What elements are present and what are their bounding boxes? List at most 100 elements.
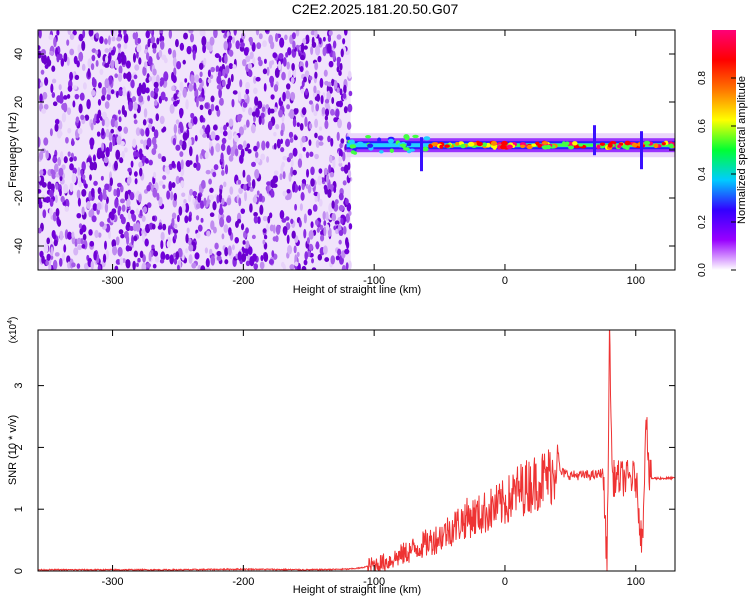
- noise-speck: [312, 204, 318, 212]
- noise-speck: [308, 123, 313, 130]
- noise-speck: [65, 136, 69, 144]
- noise-speck: [60, 58, 65, 67]
- noise-speck: [133, 235, 138, 242]
- noise-speck: [272, 224, 276, 234]
- noise-speck: [221, 169, 225, 176]
- noise-speck: [311, 267, 317, 270]
- noise-speck: [222, 130, 228, 137]
- noise-speck: [237, 251, 242, 262]
- noise-speck: [90, 122, 94, 131]
- noise-speck: [199, 200, 205, 209]
- noise-speck: [259, 204, 264, 216]
- noise-speck: [56, 128, 62, 139]
- noise-speck: [279, 37, 285, 48]
- x-tick-label: 0: [502, 275, 508, 287]
- noise-speck: [99, 68, 104, 76]
- noise-speck: [95, 32, 100, 39]
- noise-speck: [89, 240, 95, 247]
- noise-speck: [129, 192, 135, 201]
- noise-speck: [119, 213, 124, 220]
- noise-speck: [72, 100, 76, 108]
- noise-speck: [190, 112, 195, 119]
- noise-speck: [308, 75, 313, 81]
- noise-speck: [259, 261, 265, 270]
- noise-speck: [123, 147, 128, 153]
- noise-speck: [338, 149, 343, 158]
- noise-speck: [248, 69, 253, 78]
- noise-speck: [50, 83, 54, 94]
- noise-speck: [43, 137, 49, 146]
- signal-blob: [423, 136, 431, 141]
- spectrogram-x-ticks: -300 -200 -100 0 100: [102, 30, 645, 287]
- noise-speck: [136, 262, 139, 268]
- noise-speck: [315, 139, 320, 149]
- noise-speck: [201, 35, 207, 47]
- noise-speck: [117, 52, 122, 62]
- noise-speck: [329, 171, 335, 178]
- noise-speck: [138, 95, 144, 103]
- noise-speck: [199, 71, 203, 78]
- noise-speck: [328, 60, 334, 68]
- noise-speck: [129, 226, 134, 231]
- noise-speck: [253, 115, 256, 123]
- noise-speck: [67, 85, 73, 92]
- noise-speck: [308, 139, 312, 147]
- noise-speck: [90, 260, 94, 270]
- noise-speck: [315, 103, 320, 112]
- colorbar-tick-label: 0.6: [697, 119, 708, 133]
- noise-speck: [195, 232, 201, 239]
- noise-speck: [337, 248, 342, 256]
- noise-speck: [257, 56, 262, 62]
- noise-speck: [188, 193, 192, 203]
- noise-speck: [148, 76, 153, 82]
- noise-speck: [97, 82, 102, 89]
- noise-speck: [338, 204, 345, 212]
- noise-speck: [278, 109, 283, 118]
- noise-speck: [87, 67, 91, 78]
- noise-speck: [227, 245, 232, 256]
- noise-speck: [99, 191, 103, 202]
- noise-speck: [228, 63, 234, 70]
- noise-speck: [125, 60, 131, 69]
- spectrogram-y-ticks: -40 -20 0 20 40: [13, 48, 675, 254]
- noise-speck: [322, 211, 327, 221]
- noise-speck: [145, 127, 150, 137]
- noise-speck: [262, 40, 267, 48]
- noise-speck: [160, 91, 166, 101]
- noise-speck: [253, 87, 258, 95]
- noise-speck: [39, 250, 44, 258]
- noise-speck: [71, 138, 75, 147]
- noise-speck: [325, 108, 330, 117]
- noise-speck: [182, 59, 186, 65]
- noise-speck: [184, 215, 189, 224]
- noise-speck: [290, 77, 295, 84]
- y-tick-label: 3: [13, 383, 25, 389]
- noise-speck: [319, 77, 324, 89]
- noise-speck: [280, 129, 284, 137]
- noise-speck: [154, 255, 160, 263]
- noise-speck: [249, 203, 253, 213]
- noise-speck: [330, 108, 335, 116]
- noise-speck: [225, 122, 229, 127]
- noise-speck: [153, 129, 159, 139]
- noise-speck: [172, 75, 177, 84]
- noise-speck: [179, 139, 183, 146]
- noise-speck: [69, 33, 75, 40]
- noise-speck: [340, 217, 344, 225]
- noise-speck: [227, 130, 233, 141]
- noise-speck: [293, 135, 298, 141]
- noise-speck: [42, 209, 47, 219]
- signal-blob: [607, 142, 613, 148]
- noise-speck: [281, 218, 287, 223]
- noise-speck: [268, 259, 274, 265]
- noise-speck: [173, 257, 178, 265]
- noise-speck: [78, 179, 83, 188]
- noise-speck: [107, 85, 112, 95]
- noise-speck: [145, 52, 150, 61]
- signal-blob: [367, 143, 374, 148]
- noise-speck: [310, 30, 316, 36]
- noise-speck: [83, 183, 88, 189]
- noise-speck: [54, 123, 59, 132]
- noise-speck: [96, 253, 100, 264]
- snr-x-ticks: -300 -200 -100 0 100: [102, 330, 645, 588]
